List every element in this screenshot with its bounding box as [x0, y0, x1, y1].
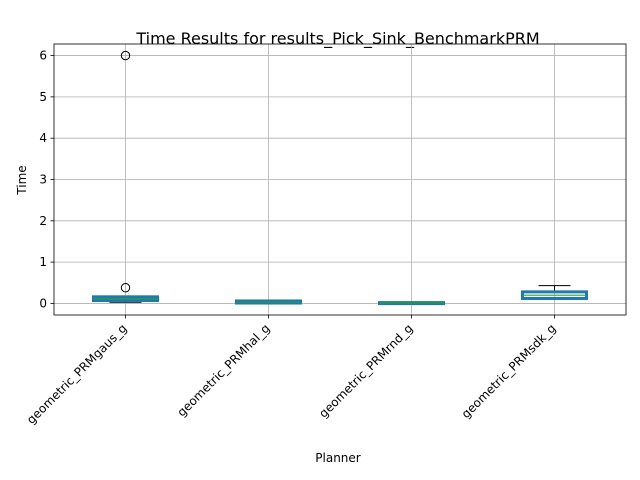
y-axis-ticks: 0 1 2 3 4 5 6: [39, 49, 54, 310]
box-2: [378, 301, 445, 306]
y-tick-label-5: 5: [39, 90, 47, 104]
x-tick-label-0: geometric_PRMgaus_g: [24, 321, 130, 427]
x-tick-label-3: geometric_PRMsdk_g: [459, 321, 559, 421]
y-tick-label-0: 0: [39, 296, 47, 310]
outlier-0-1: [120, 50, 131, 61]
x-tick-label-2: geometric_PRMrnd_g: [316, 321, 415, 420]
box-1: [235, 299, 302, 305]
y-tick-label-1: 1: [39, 255, 47, 269]
y-axis-label: Time: [15, 165, 29, 195]
x-axis-label: Planner: [315, 451, 361, 465]
x-tick-label-1: geometric_PRMhal_g: [174, 321, 272, 419]
chart-title: Time Results for results_Pick_Sink_Bench…: [135, 29, 539, 49]
y-tick-label-4: 4: [39, 131, 47, 145]
y-tick-label-3: 3: [39, 173, 47, 187]
y-tick-label-2: 2: [39, 214, 47, 228]
box-0: [92, 50, 159, 303]
grid-lines: [54, 44, 626, 315]
outlier-0-0: [120, 283, 131, 293]
x-axis-ticks: geometric_PRMgaus_g geometric_PRMhal_g geo…: [24, 315, 559, 427]
box-series: [92, 50, 588, 306]
box-3: [521, 285, 588, 300]
y-tick-label-6: 6: [39, 49, 47, 63]
